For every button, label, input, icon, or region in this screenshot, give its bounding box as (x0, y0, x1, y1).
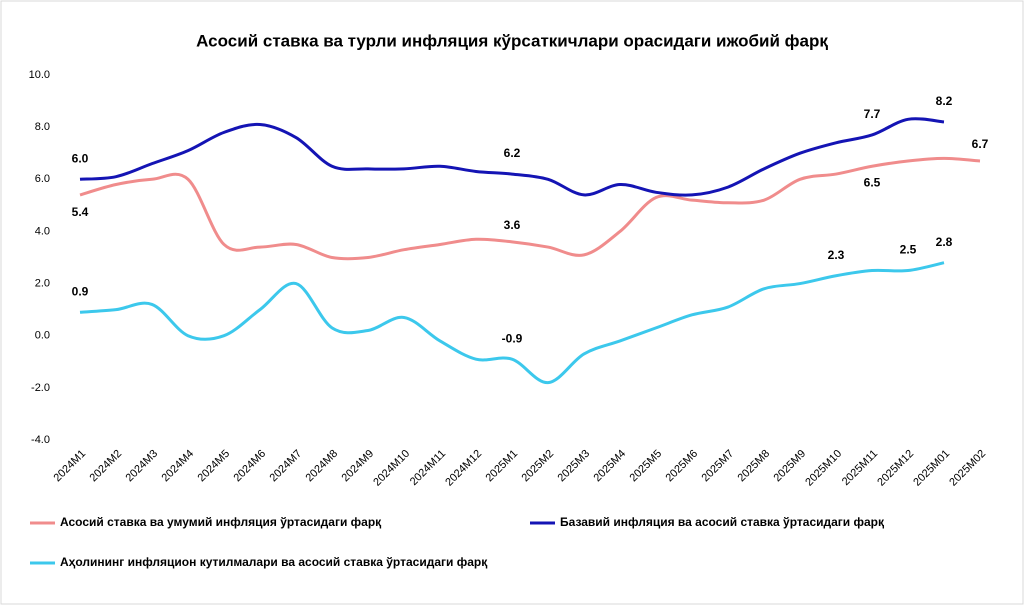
data-label: 6.5 (864, 175, 881, 189)
y-tick-label: 2.0 (35, 277, 50, 289)
data-label: 3.6 (504, 218, 521, 232)
legend-label: Аҳолининг инфляцион кутилмалари ва асоси… (60, 555, 487, 569)
series-line (79, 261, 945, 385)
y-tick-label: 4.0 (35, 225, 50, 237)
data-label: 6.2 (504, 146, 521, 160)
data-label: 6.7 (972, 137, 989, 151)
y-tick-label: 0.0 (35, 330, 50, 342)
y-tick-label: 10.0 (29, 69, 50, 81)
legend-label: Базавий инфляция ва асосий ставка ўртаси… (560, 515, 884, 529)
y-tick-label: 8.0 (35, 121, 50, 133)
data-label: 0.9 (72, 284, 89, 298)
y-tick-label: 6.0 (35, 173, 50, 185)
data-label: 2.8 (936, 235, 953, 249)
data-label: -0.9 (502, 331, 523, 345)
series-line (79, 117, 945, 197)
data-label: 8.2 (936, 94, 953, 108)
legend-label: Асосий ставка ва умумий инфляция ўртасид… (60, 515, 381, 529)
y-tick-label: -4.0 (31, 434, 50, 446)
data-label: 2.5 (900, 243, 917, 257)
chart-title: Асосий ставка ва турли инфляция кўрсатки… (196, 31, 828, 50)
data-label: 5.4 (72, 205, 89, 219)
y-tick-label: -2.0 (31, 382, 50, 394)
data-label: 7.7 (864, 107, 881, 121)
data-label: 6.0 (72, 151, 89, 165)
data-label: 2.3 (828, 248, 845, 262)
series-line (79, 156, 981, 261)
